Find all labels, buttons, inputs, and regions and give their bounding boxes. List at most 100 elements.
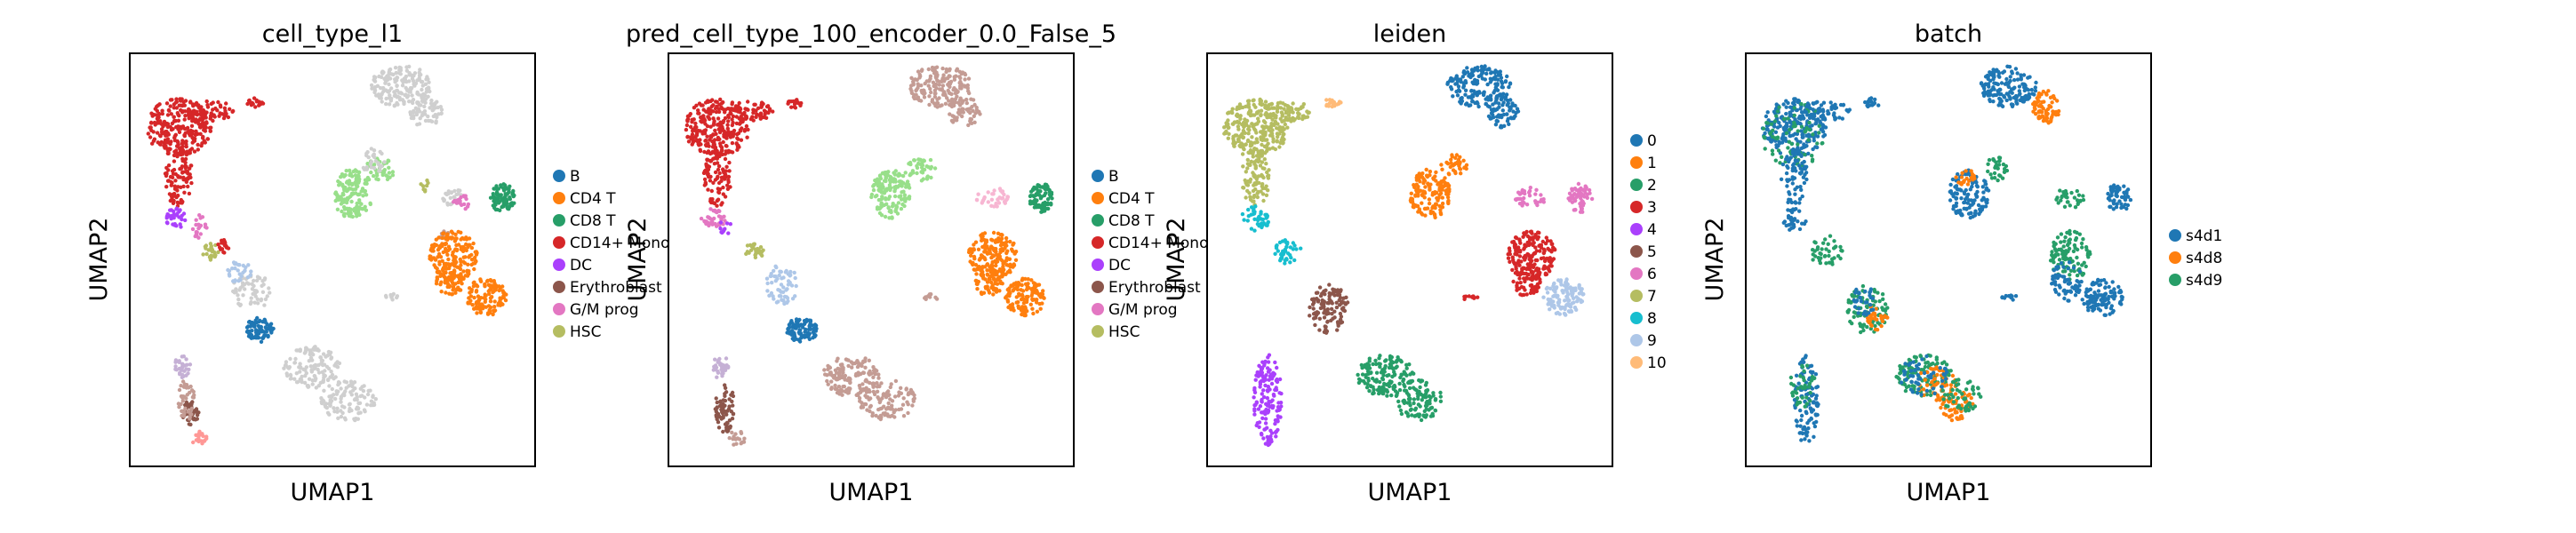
point: [166, 107, 172, 113]
point: [363, 410, 367, 414]
point: [381, 70, 386, 75]
point: [308, 364, 313, 369]
cluster-cd4-t: [1004, 276, 1046, 318]
point: [886, 170, 891, 174]
point: [208, 129, 212, 133]
point: [890, 216, 894, 220]
point: [454, 259, 459, 265]
point: [893, 209, 898, 214]
point: [282, 366, 286, 370]
point: [164, 185, 169, 189]
point: [356, 174, 361, 179]
point: [828, 365, 832, 370]
point: [884, 202, 889, 206]
point: [1230, 122, 1236, 126]
point: [1404, 410, 1409, 415]
point: [169, 139, 173, 144]
point: [1275, 107, 1280, 112]
point: [408, 85, 413, 91]
point: [353, 180, 357, 185]
point: [355, 397, 359, 402]
point: [719, 367, 724, 372]
point: [319, 358, 324, 362]
point: [426, 180, 430, 186]
point: [168, 174, 173, 179]
point: [725, 107, 731, 111]
point: [1266, 174, 1270, 179]
point: [1279, 110, 1284, 115]
point: [173, 364, 178, 369]
point: [759, 250, 764, 254]
point: [730, 102, 734, 107]
point: [947, 74, 951, 78]
point: [999, 233, 1004, 237]
point: [491, 192, 495, 196]
point: [1284, 244, 1289, 250]
point: [983, 257, 988, 262]
point: [1244, 104, 1248, 109]
point: [1399, 411, 1404, 417]
point: [793, 334, 797, 338]
point: [356, 192, 360, 197]
point: [387, 72, 391, 76]
point: [1329, 306, 1334, 311]
point: [1258, 163, 1263, 168]
point: [433, 258, 438, 262]
legend-marker: [553, 303, 565, 315]
point: [1275, 243, 1279, 248]
point: [702, 183, 707, 187]
point: [189, 114, 195, 118]
point: [180, 139, 185, 143]
point: [1256, 109, 1261, 114]
point: [696, 108, 700, 113]
point: [200, 442, 204, 446]
point: [392, 104, 396, 108]
point: [728, 135, 733, 139]
point: [455, 265, 460, 269]
point: [349, 199, 354, 204]
point: [1012, 241, 1016, 246]
point: [1266, 125, 1270, 130]
point: [404, 88, 410, 92]
point: [868, 371, 874, 376]
point: [726, 115, 732, 120]
point: [388, 99, 394, 103]
legend-label: CD8 T: [570, 212, 616, 230]
point: [924, 295, 928, 299]
point: [255, 301, 260, 306]
point: [356, 184, 360, 188]
point: [716, 369, 720, 374]
point: [194, 230, 198, 235]
point: [257, 319, 261, 324]
cluster-erythroblast: [857, 378, 916, 422]
legend-item-cd4-t: CD4 T: [553, 190, 616, 208]
point: [932, 166, 938, 171]
point: [246, 282, 251, 286]
point: [146, 131, 150, 136]
point: [370, 86, 374, 91]
point: [981, 290, 987, 295]
point: [363, 395, 367, 400]
point: [724, 136, 729, 140]
point: [1032, 283, 1037, 289]
point: [722, 132, 726, 137]
point: [756, 106, 761, 110]
point: [425, 75, 429, 79]
point: [467, 269, 471, 274]
point: [868, 405, 872, 410]
point: [1282, 251, 1286, 256]
point: [426, 94, 430, 99]
point: [1010, 304, 1014, 308]
point: [708, 207, 713, 211]
point: [930, 65, 935, 70]
point: [196, 235, 201, 240]
point: [1261, 119, 1267, 123]
point: [1367, 366, 1372, 370]
point: [1397, 387, 1403, 393]
point: [174, 206, 180, 211]
point: [1023, 282, 1028, 286]
point: [1341, 308, 1346, 313]
point: [717, 414, 722, 419]
point: [157, 102, 162, 107]
